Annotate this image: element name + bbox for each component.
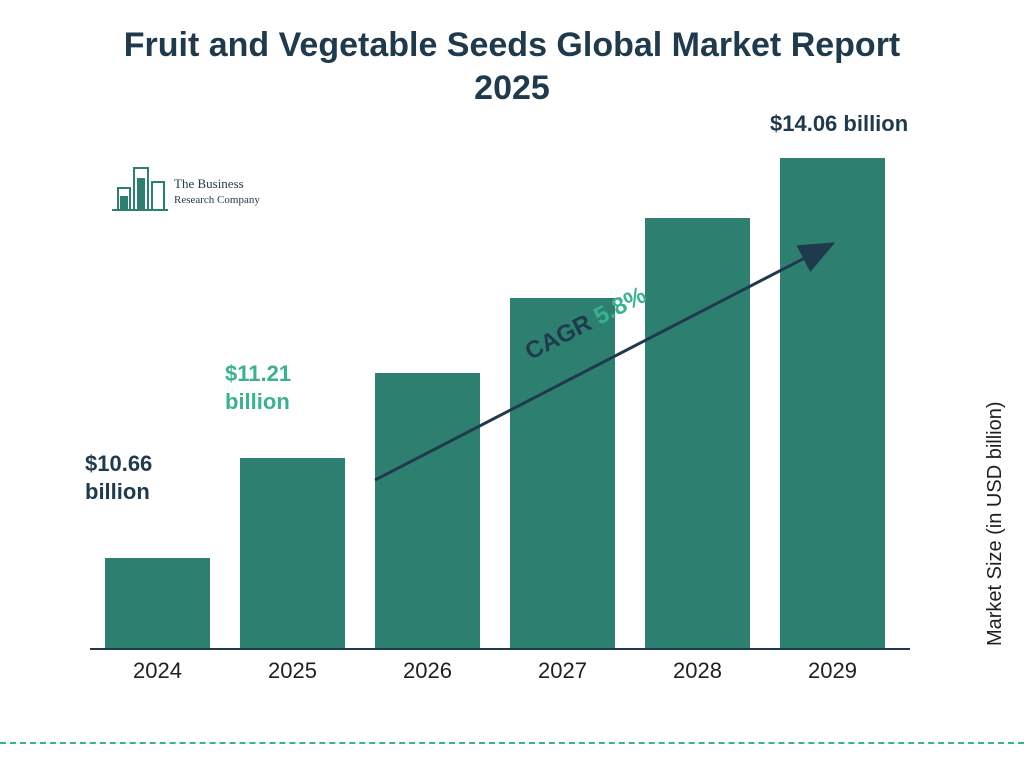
chart-title: Fruit and Vegetable Seeds Global Market … bbox=[0, 24, 1024, 109]
x-label-2025: 2025 bbox=[268, 658, 317, 684]
x-label-2026: 2026 bbox=[403, 658, 452, 684]
bar-2026 bbox=[375, 373, 480, 648]
bars-container bbox=[90, 148, 910, 648]
bar-2025 bbox=[240, 458, 345, 648]
value-label-2029: $14.06 billion bbox=[770, 110, 930, 138]
x-axis bbox=[90, 648, 910, 650]
bottom-dashed-line bbox=[0, 742, 1024, 744]
bar-2024 bbox=[105, 558, 210, 648]
chart-area: 202420252026202720282029 $10.66 billion … bbox=[90, 140, 910, 680]
value-label-2024: $10.66 billion bbox=[85, 450, 195, 505]
bar-2029 bbox=[780, 158, 885, 648]
bar-2028 bbox=[645, 218, 750, 648]
x-label-2028: 2028 bbox=[673, 658, 722, 684]
x-label-2029: 2029 bbox=[808, 658, 857, 684]
x-label-2024: 2024 bbox=[133, 658, 182, 684]
value-label-2025: $11.21 billion bbox=[225, 360, 335, 415]
y-axis-label: Market Size (in USD billion) bbox=[985, 402, 1008, 647]
x-label-2027: 2027 bbox=[538, 658, 587, 684]
